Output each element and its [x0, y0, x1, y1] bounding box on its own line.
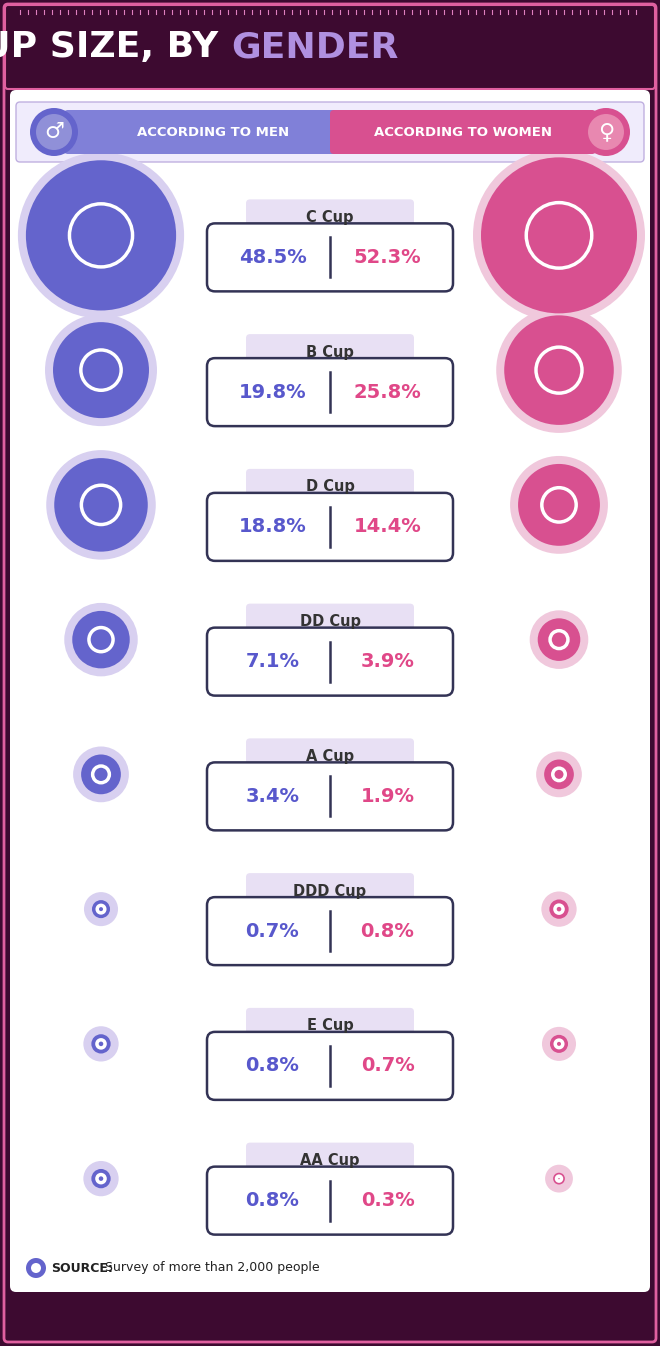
Circle shape [83, 1026, 119, 1062]
FancyBboxPatch shape [246, 739, 414, 774]
Text: IDEAL CUP SIZE, BY: IDEAL CUP SIZE, BY [0, 30, 231, 65]
Circle shape [91, 1168, 111, 1189]
FancyBboxPatch shape [246, 874, 414, 909]
Text: 0.8%: 0.8% [246, 1191, 300, 1210]
FancyBboxPatch shape [246, 199, 414, 236]
Circle shape [545, 1164, 573, 1193]
Circle shape [26, 160, 176, 311]
Circle shape [510, 456, 608, 553]
Circle shape [64, 603, 138, 676]
Text: ♀: ♀ [598, 122, 614, 141]
Text: 0.7%: 0.7% [360, 1057, 414, 1075]
Circle shape [81, 755, 121, 794]
Circle shape [18, 152, 184, 319]
Text: ♂: ♂ [44, 122, 64, 141]
Circle shape [26, 1259, 46, 1277]
Text: 18.8%: 18.8% [239, 517, 306, 536]
FancyBboxPatch shape [207, 1167, 453, 1234]
Circle shape [84, 892, 118, 926]
Text: DDD Cup: DDD Cup [294, 883, 366, 899]
Circle shape [31, 1263, 41, 1273]
Circle shape [544, 759, 574, 789]
Circle shape [30, 108, 78, 156]
Text: ACCORDING TO WOMEN: ACCORDING TO WOMEN [374, 125, 552, 139]
Circle shape [53, 322, 149, 419]
Circle shape [504, 315, 614, 425]
Text: DD Cup: DD Cup [300, 614, 360, 629]
Circle shape [481, 157, 637, 314]
Text: SOURCE:: SOURCE: [51, 1261, 113, 1275]
Text: 3.4%: 3.4% [246, 787, 300, 806]
Circle shape [473, 149, 645, 322]
Text: 3.9%: 3.9% [360, 651, 414, 672]
FancyBboxPatch shape [207, 898, 453, 965]
Circle shape [553, 1172, 565, 1184]
Circle shape [36, 114, 72, 149]
Circle shape [73, 747, 129, 802]
Circle shape [83, 1162, 119, 1197]
Text: 48.5%: 48.5% [239, 248, 306, 267]
Text: 0.8%: 0.8% [246, 1057, 300, 1075]
FancyBboxPatch shape [246, 1008, 414, 1044]
Text: Survey of more than 2,000 people: Survey of more than 2,000 people [101, 1261, 319, 1275]
FancyBboxPatch shape [207, 762, 453, 830]
Text: 7.1%: 7.1% [246, 651, 300, 672]
FancyBboxPatch shape [64, 110, 362, 153]
FancyBboxPatch shape [246, 1143, 414, 1179]
Circle shape [550, 1035, 568, 1053]
FancyBboxPatch shape [330, 110, 596, 153]
Text: D Cup: D Cup [306, 479, 354, 494]
Text: E Cup: E Cup [307, 1019, 353, 1034]
Circle shape [72, 611, 130, 669]
Text: 0.7%: 0.7% [246, 922, 300, 941]
FancyBboxPatch shape [207, 223, 453, 291]
FancyBboxPatch shape [246, 334, 414, 370]
Circle shape [538, 618, 580, 661]
FancyBboxPatch shape [207, 358, 453, 427]
Circle shape [496, 307, 622, 433]
Text: A Cup: A Cup [306, 748, 354, 765]
Text: 0.8%: 0.8% [360, 922, 414, 941]
Circle shape [541, 891, 577, 927]
Text: GENDER: GENDER [231, 30, 399, 65]
Circle shape [91, 1034, 111, 1054]
Text: 52.3%: 52.3% [354, 248, 421, 267]
Text: 19.8%: 19.8% [239, 382, 306, 401]
Circle shape [536, 751, 582, 797]
FancyBboxPatch shape [16, 102, 644, 162]
FancyBboxPatch shape [4, 4, 656, 1342]
Circle shape [549, 899, 569, 919]
Circle shape [54, 458, 148, 552]
Text: B Cup: B Cup [306, 345, 354, 359]
Text: 25.8%: 25.8% [354, 382, 421, 401]
FancyBboxPatch shape [207, 627, 453, 696]
Circle shape [582, 108, 630, 156]
Text: ACCORDING TO MEN: ACCORDING TO MEN [137, 125, 289, 139]
Text: 0.3%: 0.3% [360, 1191, 414, 1210]
Circle shape [530, 610, 588, 669]
FancyBboxPatch shape [10, 90, 650, 1292]
Circle shape [518, 464, 600, 546]
Circle shape [588, 114, 624, 149]
FancyBboxPatch shape [207, 493, 453, 561]
Circle shape [45, 314, 157, 427]
Text: AA Cup: AA Cup [300, 1154, 360, 1168]
FancyBboxPatch shape [207, 1032, 453, 1100]
Text: 14.4%: 14.4% [354, 517, 421, 536]
FancyBboxPatch shape [246, 603, 414, 639]
FancyBboxPatch shape [5, 5, 655, 89]
Text: C Cup: C Cup [306, 210, 354, 225]
Circle shape [92, 900, 110, 918]
FancyBboxPatch shape [246, 468, 414, 505]
Text: 1.9%: 1.9% [360, 787, 414, 806]
Circle shape [46, 450, 156, 560]
Circle shape [542, 1027, 576, 1061]
